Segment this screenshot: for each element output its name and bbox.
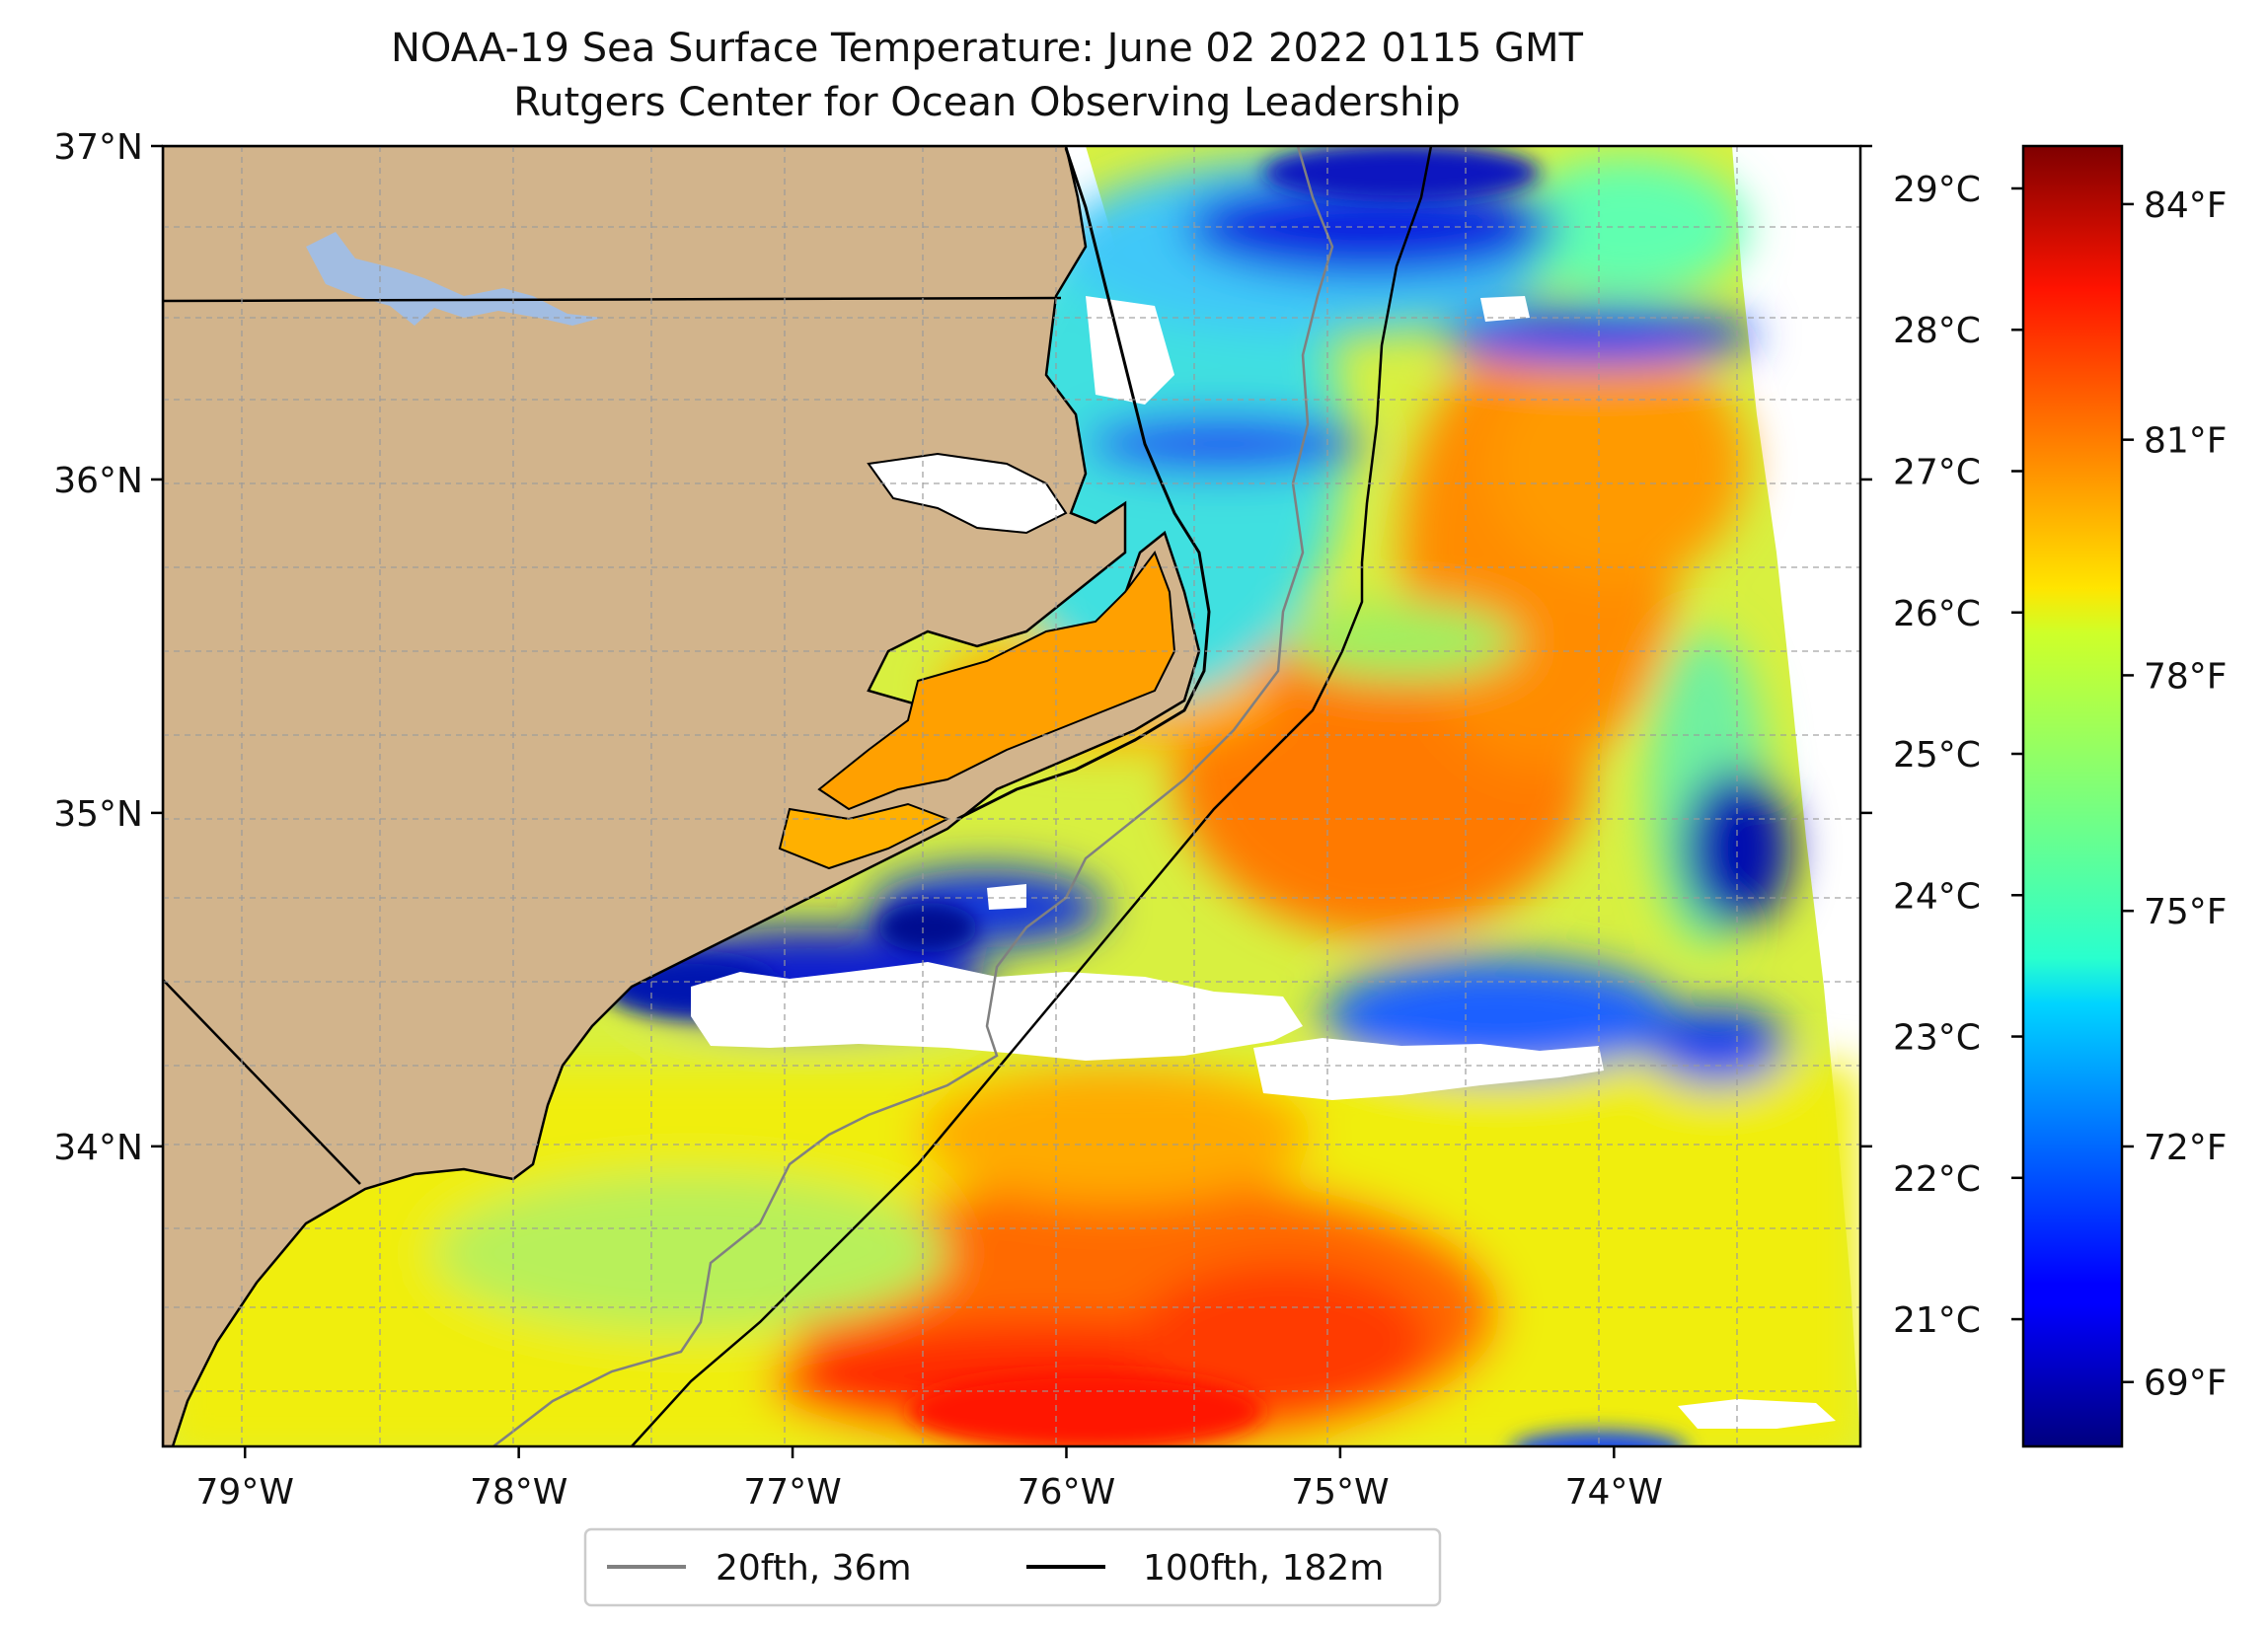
lat-label: 36°N bbox=[53, 461, 143, 501]
celsius-label: 25°C bbox=[1893, 735, 1981, 776]
lon-label: 78°W bbox=[470, 1472, 567, 1513]
no-data-gap bbox=[1086, 296, 1174, 405]
no-data-gap bbox=[1480, 296, 1530, 322]
map-title: NOAA-19 Sea Surface Temperature: June 02… bbox=[391, 26, 1584, 71]
state-border-nc-sc bbox=[163, 979, 361, 1185]
lon-label: 76°W bbox=[1018, 1472, 1115, 1513]
fahrenheit-label: 75°F bbox=[2144, 892, 2228, 932]
celsius-label: 28°C bbox=[1893, 311, 1981, 351]
colorbar-axes: 29°C 28°C 27°C 26°C 25°C 24°C 23°C 22°C 21°C 84°F… bbox=[1893, 170, 2228, 1404]
map-axes: 37°N 36°N 35°N 34°N 79°W 78°W 77°W 76°W 75°W 74°W bbox=[53, 127, 1872, 1513]
celsius-label: 23°C bbox=[1893, 1018, 1981, 1059]
fahrenheit-label: 84°F bbox=[2144, 185, 2228, 226]
lon-label: 74°W bbox=[1565, 1472, 1663, 1513]
outer-banks bbox=[956, 147, 1211, 821]
state-border-va-nc bbox=[163, 296, 1062, 303]
lat-label: 35°N bbox=[53, 794, 143, 835]
lon-label: 75°W bbox=[1291, 1472, 1389, 1513]
lon-label: 79°W bbox=[196, 1472, 294, 1513]
celsius-label: 24°C bbox=[1893, 876, 1981, 917]
celsius-label: 29°C bbox=[1893, 170, 1981, 210]
no-data-gap bbox=[1678, 1399, 1836, 1429]
fahrenheit-label: 72°F bbox=[2144, 1128, 2228, 1168]
fahrenheit-label: 78°F bbox=[2144, 656, 2228, 697]
colorbar: 29°C 28°C 27°C 26°C 25°C 24°C 23°C 22°C 21°C 84°F… bbox=[1893, 144, 2228, 1448]
map-panel bbox=[163, 146, 1860, 1446]
lon-label: 77°W bbox=[743, 1472, 841, 1513]
celsius-label: 27°C bbox=[1893, 453, 1981, 493]
sound-water bbox=[817, 550, 1176, 811]
map-frame bbox=[161, 144, 1862, 1448]
celsius-label: 21°C bbox=[1893, 1300, 1981, 1341]
lat-label: 37°N bbox=[53, 127, 143, 168]
no-data-gap bbox=[691, 962, 1303, 1061]
celsius-label: 26°C bbox=[1893, 594, 1981, 634]
isobath-100fth bbox=[631, 146, 1433, 1446]
lat-label: 34°N bbox=[53, 1128, 143, 1168]
legend-label-100fth: 100fth, 182m bbox=[1143, 1548, 1384, 1589]
sound-water bbox=[778, 802, 950, 870]
fahrenheit-label: 69°F bbox=[2144, 1364, 2228, 1404]
no-data-gap bbox=[987, 884, 1026, 910]
legend-box bbox=[583, 1527, 1442, 1607]
fahrenheit-label: 81°F bbox=[2144, 421, 2228, 462]
sst-swath bbox=[163, 146, 1860, 1446]
no-data-gap bbox=[1253, 1038, 1604, 1100]
legend-label-20fth: 20fth, 36m bbox=[716, 1548, 912, 1589]
celsius-label: 22°C bbox=[1893, 1159, 1981, 1200]
graticule bbox=[163, 146, 1860, 1446]
isobath-20fth bbox=[492, 146, 1334, 1446]
legend: 20fth, 36m 100fth, 182m bbox=[583, 1527, 1442, 1607]
map-subtitle: Rutgers Center for Ocean Observing Leade… bbox=[513, 80, 1461, 125]
sound-water bbox=[867, 452, 1068, 535]
colorbar-gradient bbox=[2021, 144, 2124, 1448]
